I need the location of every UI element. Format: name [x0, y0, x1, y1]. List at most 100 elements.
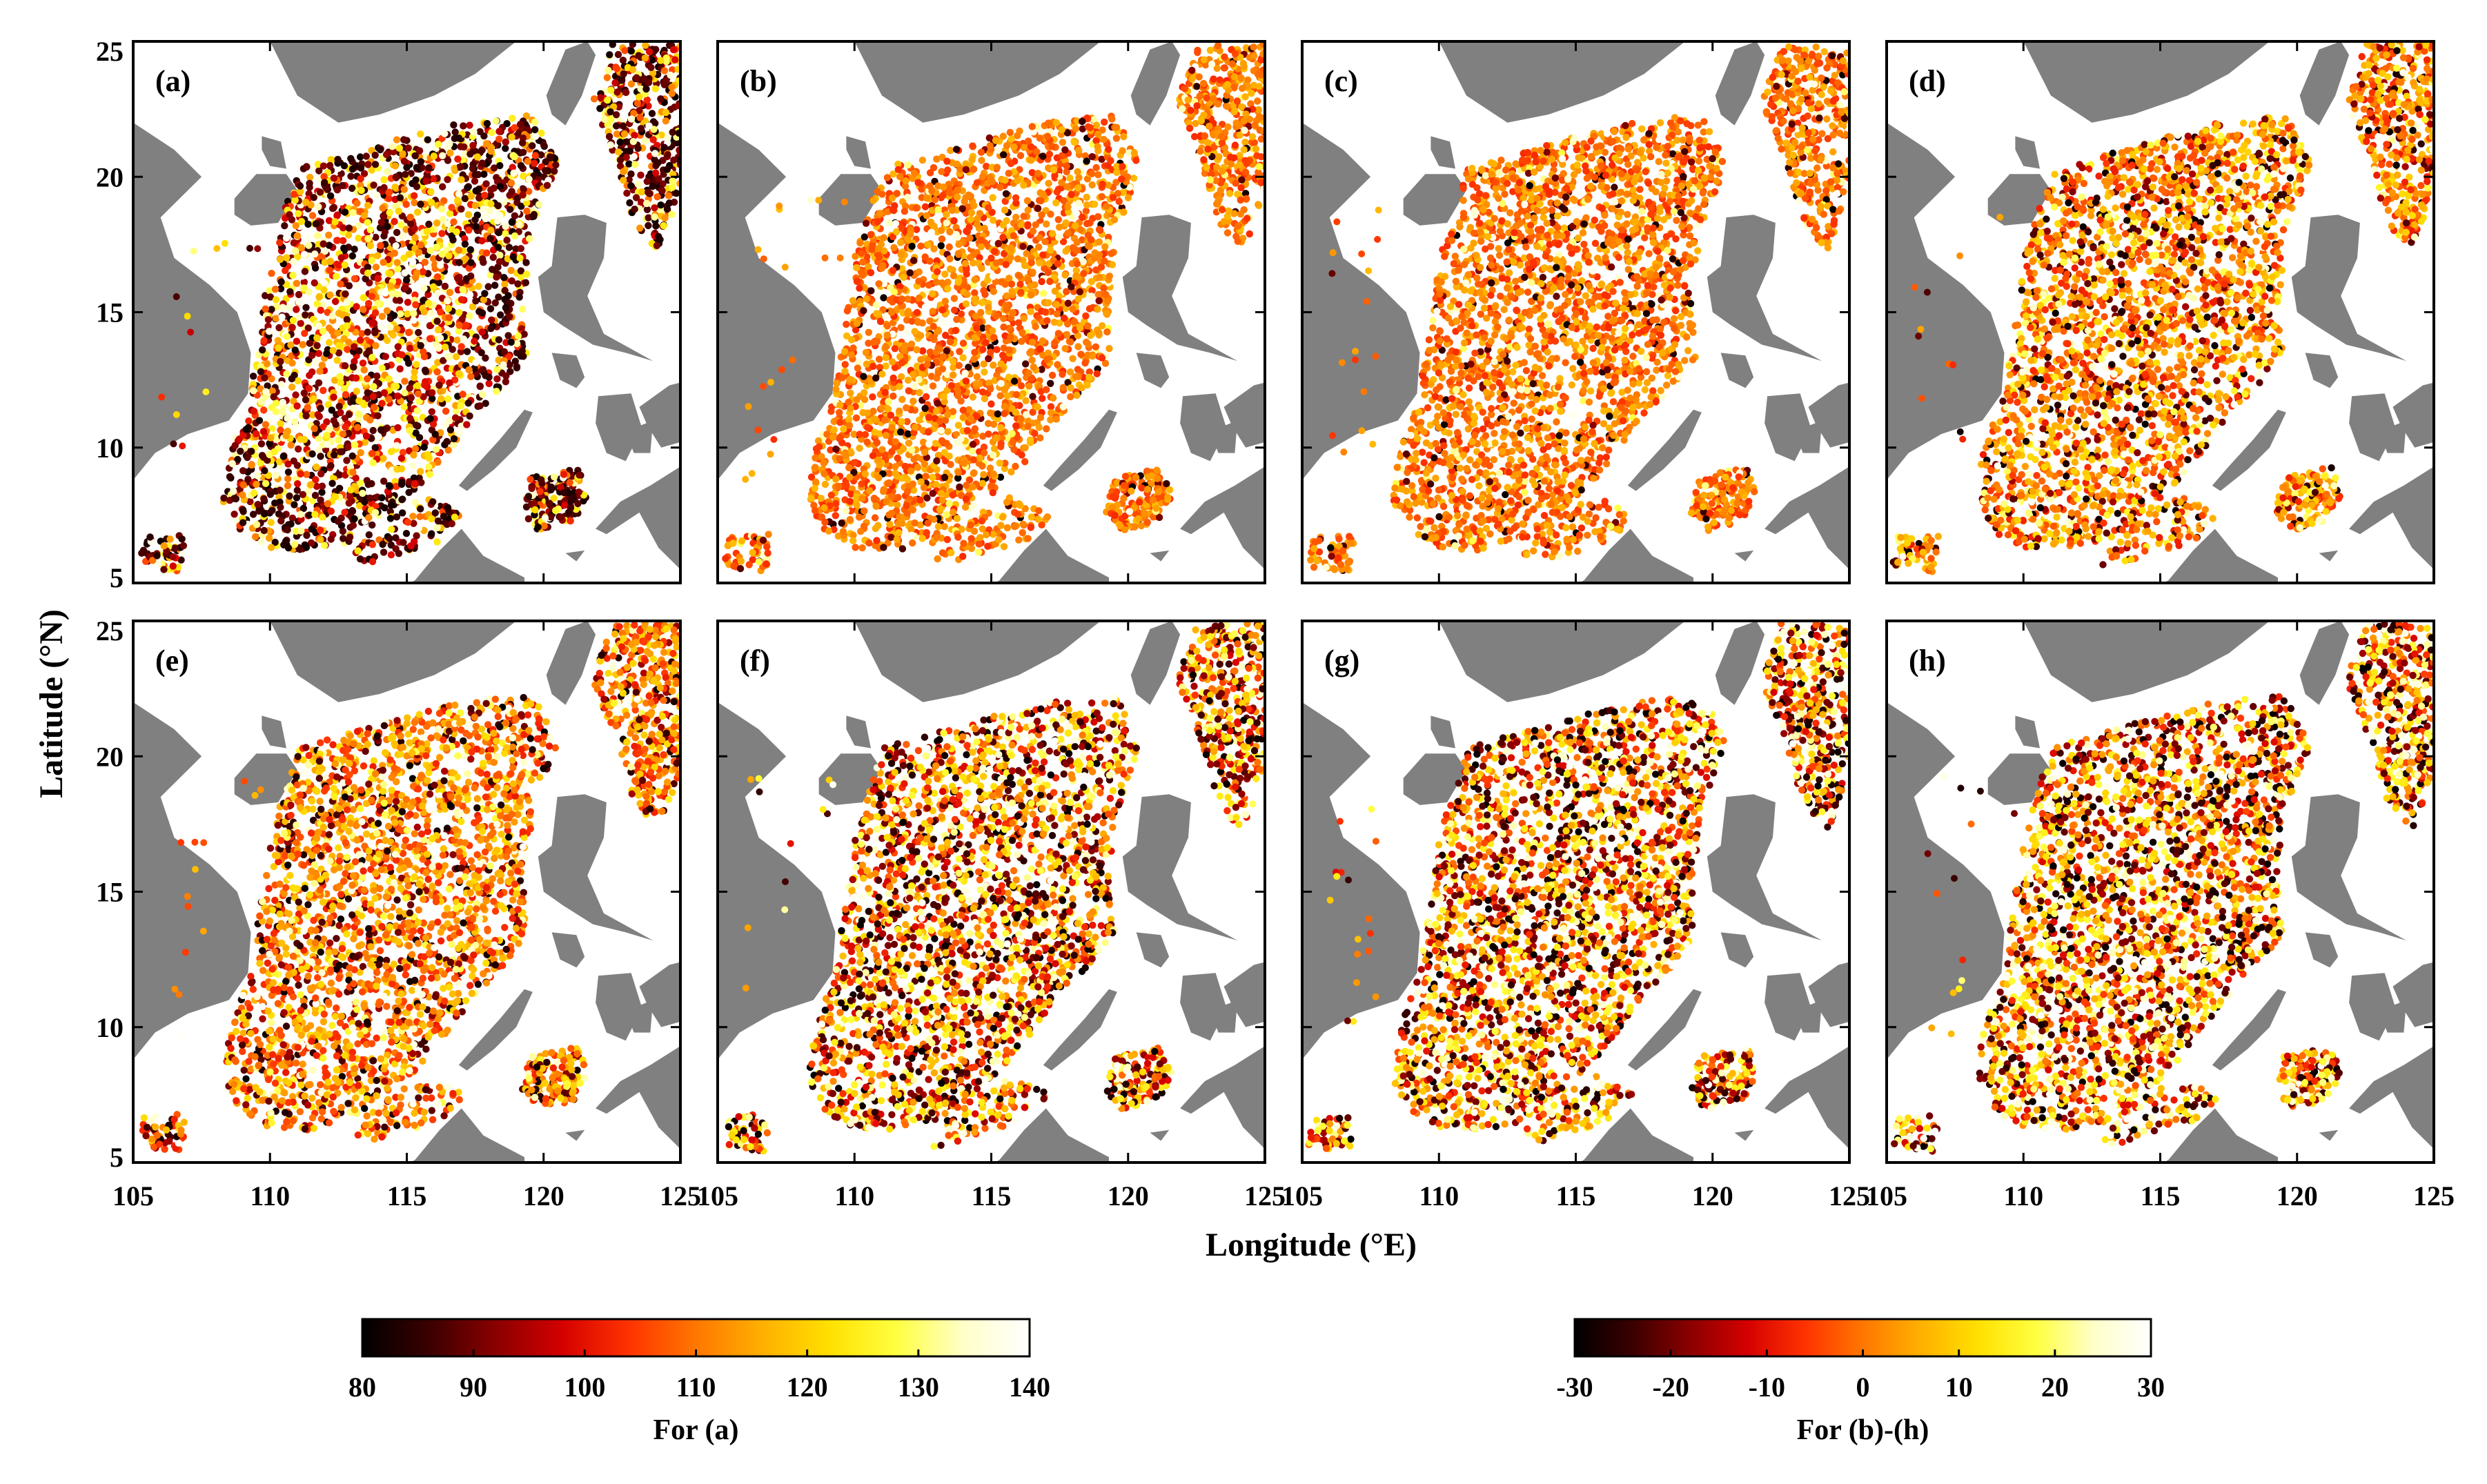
- data-point: [319, 513, 326, 522]
- data-point: [369, 459, 377, 467]
- data-point: [318, 362, 326, 369]
- data-point: [520, 353, 527, 360]
- data-point: [262, 305, 269, 313]
- data-point: [651, 204, 658, 212]
- data-point: [907, 526, 915, 533]
- data-point: [607, 108, 614, 116]
- data-point: [226, 473, 234, 481]
- data-point: [1001, 459, 1009, 467]
- data-point: [972, 380, 980, 388]
- data-point: [446, 210, 454, 217]
- data-point: [433, 317, 441, 325]
- data-point: [257, 363, 264, 370]
- data-point: [386, 345, 394, 353]
- data-point: [461, 235, 469, 243]
- data-point: [264, 382, 271, 390]
- data-point: [542, 167, 549, 175]
- data-point: [299, 341, 306, 348]
- data-point: [540, 141, 548, 149]
- data-point: [1085, 368, 1094, 376]
- data-point: [607, 141, 614, 149]
- data-point: [438, 230, 446, 237]
- data-point: [517, 267, 525, 275]
- data-point: [365, 299, 373, 308]
- data-point: [1024, 276, 1032, 284]
- data-point: [631, 161, 639, 168]
- data-point: [260, 510, 268, 517]
- data-point: [614, 50, 622, 59]
- data-point: [357, 336, 364, 344]
- data-point: [300, 278, 308, 286]
- data-point: [347, 155, 355, 162]
- data-point: [315, 413, 323, 420]
- data-point: [480, 296, 488, 304]
- data-point: [460, 143, 468, 151]
- data-point: [444, 157, 452, 164]
- data-point: [334, 155, 342, 164]
- data-point: [1021, 444, 1029, 452]
- data-point: [341, 261, 348, 269]
- data-point: [455, 246, 463, 254]
- data-point: [478, 159, 486, 167]
- data-point: [246, 244, 253, 252]
- data-point: [576, 471, 583, 479]
- data-point: [643, 177, 651, 186]
- data-point: [504, 292, 512, 299]
- data-point: [493, 366, 501, 373]
- data-point: [406, 426, 413, 435]
- data-point: [428, 530, 435, 537]
- data-point: [370, 383, 377, 390]
- data-point: [418, 164, 426, 172]
- data-point: [433, 368, 441, 376]
- data-point: [852, 326, 860, 334]
- data-point: [850, 431, 858, 438]
- data-point: [275, 510, 283, 517]
- data-point: [333, 211, 342, 219]
- data-point: [329, 346, 337, 355]
- data-point: [411, 445, 420, 453]
- data-point: [271, 448, 278, 456]
- data-point: [341, 362, 349, 370]
- data-point: [382, 353, 389, 360]
- data-point: [379, 540, 386, 548]
- data-point: [434, 326, 442, 334]
- data-point: [985, 355, 992, 363]
- data-point: [636, 107, 643, 115]
- data-point: [625, 160, 633, 168]
- data-point: [169, 553, 177, 561]
- land-polygon: [250, 528, 524, 583]
- data-point: [399, 150, 406, 158]
- data-point: [444, 446, 452, 454]
- data-point: [1083, 338, 1090, 346]
- data-point: [434, 517, 442, 525]
- data-point: [263, 360, 271, 368]
- data-point: [272, 296, 280, 304]
- data-point: [876, 364, 884, 371]
- data-point: [652, 222, 660, 230]
- data-point: [653, 193, 661, 201]
- data-point: [380, 184, 388, 192]
- data-point: [288, 324, 296, 331]
- data-point: [325, 426, 333, 434]
- data-point: [231, 442, 239, 449]
- data-point: [1064, 379, 1072, 386]
- data-point: [394, 424, 402, 432]
- data-point: [283, 254, 291, 261]
- data-point: [266, 287, 273, 295]
- data-point: [651, 119, 659, 127]
- data-point: [362, 432, 371, 440]
- data-point: [259, 346, 266, 354]
- data-point: [511, 123, 518, 132]
- data-point: [910, 397, 917, 405]
- data-point: [313, 342, 321, 350]
- data-point: [397, 455, 406, 462]
- data-point: [315, 203, 322, 210]
- data-point: [532, 132, 540, 140]
- data-point: [380, 455, 387, 462]
- data-point: [302, 311, 309, 319]
- data-point: [979, 433, 987, 440]
- data-point: [308, 351, 316, 359]
- data-point: [362, 152, 370, 160]
- data-point: [355, 347, 363, 355]
- data-point: [421, 366, 429, 374]
